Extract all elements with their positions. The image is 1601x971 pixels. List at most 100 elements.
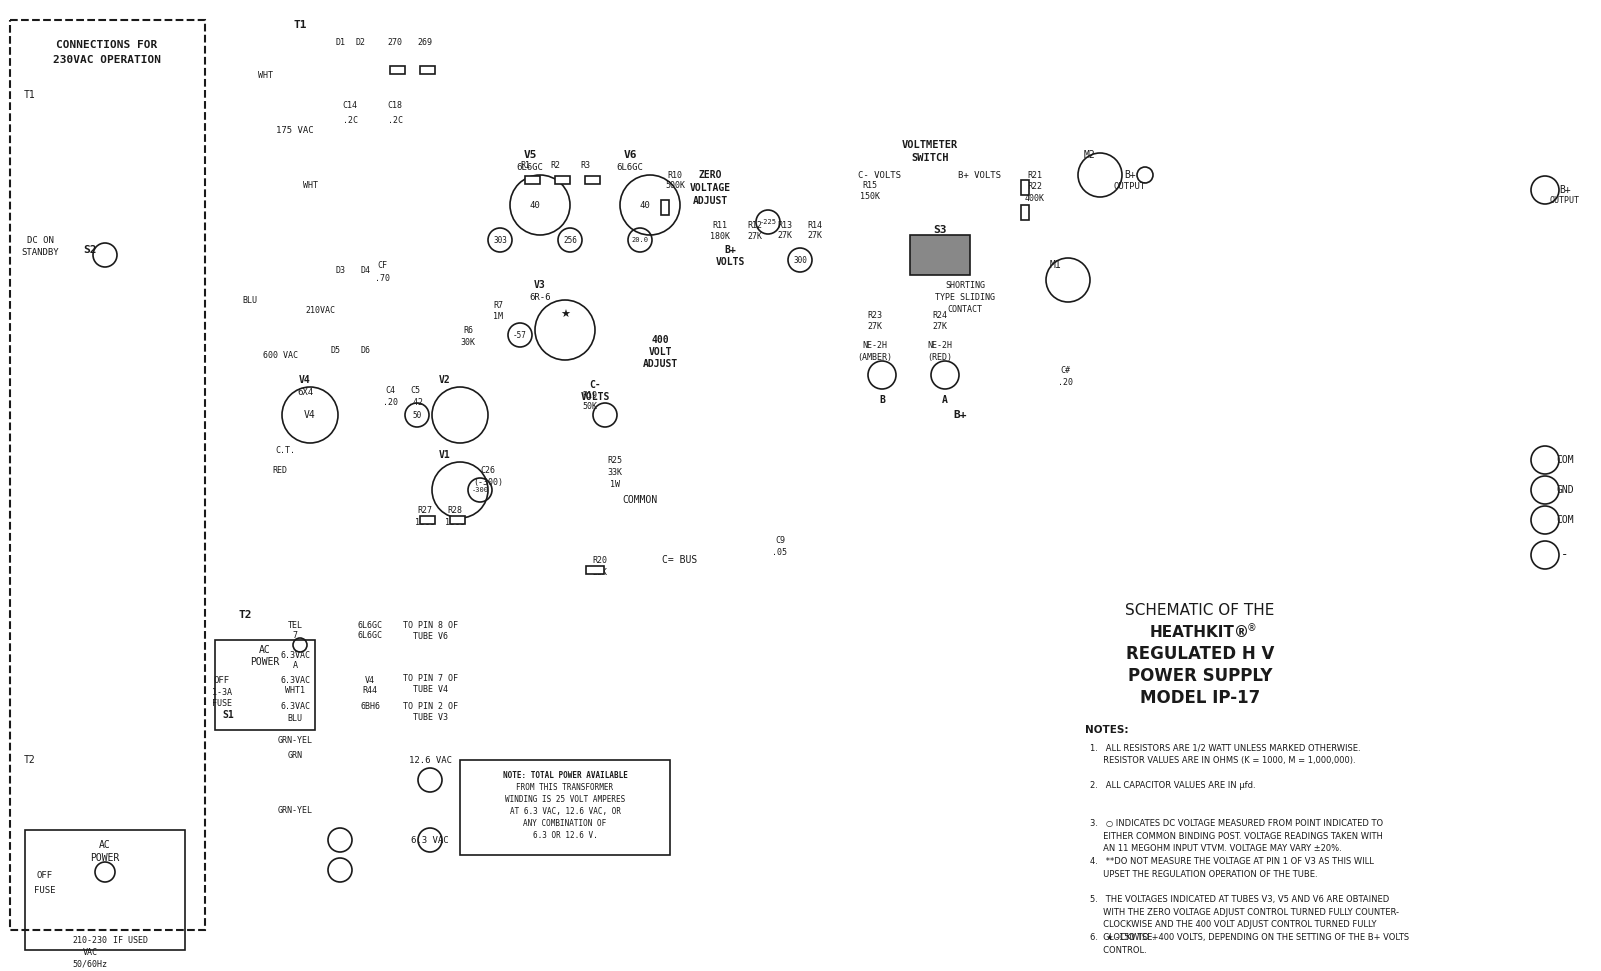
- Text: AT 6.3 VAC, 12.6 VAC, OR: AT 6.3 VAC, 12.6 VAC, OR: [509, 807, 621, 816]
- Bar: [450, 516, 464, 524]
- Text: V4: V4: [365, 676, 375, 685]
- Text: C5: C5: [410, 385, 419, 394]
- Text: V3: V3: [535, 280, 546, 290]
- Polygon shape: [330, 340, 351, 364]
- Text: OUTPUT: OUTPUT: [1550, 195, 1580, 205]
- Text: A: A: [941, 395, 948, 405]
- Polygon shape: [360, 64, 368, 76]
- Text: SHORTING: SHORTING: [945, 281, 985, 289]
- Text: R6: R6: [463, 325, 472, 334]
- Text: GRN-YEL: GRN-YEL: [277, 735, 312, 745]
- Text: 22K: 22K: [592, 567, 607, 577]
- Text: C= BUS: C= BUS: [663, 555, 698, 565]
- Text: POWER: POWER: [90, 853, 120, 863]
- Text: TO PIN 2 OF: TO PIN 2 OF: [402, 701, 458, 711]
- Text: WHT: WHT: [303, 181, 317, 189]
- Text: 6.3VAC: 6.3VAC: [280, 651, 311, 659]
- Text: 12.6 VAC: 12.6 VAC: [408, 755, 451, 764]
- Text: NOTE: TOTAL POWER AVAILABLE: NOTE: TOTAL POWER AVAILABLE: [503, 771, 628, 780]
- Text: 40: 40: [530, 200, 541, 210]
- Polygon shape: [335, 64, 344, 76]
- Text: 50K: 50K: [583, 401, 597, 411]
- Text: M2: M2: [1084, 150, 1095, 160]
- Text: 210VAC: 210VAC: [306, 306, 335, 315]
- Text: T2: T2: [239, 610, 251, 620]
- Text: T1: T1: [293, 20, 307, 30]
- Text: TEL: TEL: [288, 620, 303, 629]
- Text: R12: R12: [748, 220, 762, 229]
- Text: 269: 269: [418, 38, 432, 47]
- Text: V2: V2: [439, 375, 451, 385]
- Text: IF USED: IF USED: [112, 935, 147, 945]
- Text: ADJUST: ADJUST: [642, 359, 677, 369]
- Text: V4: V4: [299, 375, 311, 385]
- Text: 3.   ○ INDICATES DC VOLTAGE MEASURED FROM POINT INDICATED TO
     EITHER COMMON : 3. ○ INDICATES DC VOLTAGE MEASURED FROM …: [1090, 819, 1383, 853]
- Text: 303: 303: [493, 236, 508, 245]
- Text: SWITCH: SWITCH: [911, 153, 949, 163]
- Text: NE-2H: NE-2H: [863, 341, 887, 350]
- Text: COM: COM: [1556, 455, 1574, 465]
- Bar: [584, 176, 600, 184]
- Text: 27K: 27K: [748, 231, 762, 241]
- Text: D1: D1: [335, 38, 344, 47]
- Text: .2C: .2C: [343, 116, 357, 124]
- Text: VOLTS: VOLTS: [716, 257, 744, 267]
- Text: B+: B+: [953, 410, 967, 420]
- Text: A: A: [293, 660, 298, 669]
- Text: 50/60Hz: 50/60Hz: [72, 959, 107, 968]
- Text: 230VAC OPERATION: 230VAC OPERATION: [53, 55, 162, 65]
- Text: AC: AC: [259, 645, 271, 655]
- Text: 256: 256: [564, 236, 576, 245]
- Text: CONNECTIONS FOR: CONNECTIONS FOR: [56, 40, 157, 50]
- Text: R2: R2: [551, 160, 560, 170]
- Text: R14: R14: [807, 220, 823, 229]
- Text: BLU: BLU: [242, 295, 258, 305]
- Text: 210-230: 210-230: [72, 935, 107, 945]
- Text: R3: R3: [580, 160, 591, 170]
- Text: 1.   ALL RESISTORS ARE 1/2 WATT UNLESS MARKED OTHERWISE.
     RESISTOR VALUES AR: 1. ALL RESISTORS ARE 1/2 WATT UNLESS MAR…: [1090, 743, 1361, 764]
- Text: S2: S2: [83, 245, 96, 255]
- Text: 6.3 OR 12.6 V.: 6.3 OR 12.6 V.: [533, 830, 597, 840]
- Text: STANDBY: STANDBY: [21, 248, 59, 256]
- Text: R15: R15: [863, 181, 877, 189]
- Text: VAC: VAC: [83, 948, 98, 956]
- Polygon shape: [360, 340, 379, 364]
- Text: 500K: 500K: [664, 181, 685, 189]
- Text: .05: .05: [773, 548, 788, 556]
- Text: TO PIN 7 OF: TO PIN 7 OF: [402, 674, 458, 683]
- Text: FROM THIS TRANSFORMER: FROM THIS TRANSFORMER: [517, 783, 613, 791]
- Text: C4: C4: [384, 385, 395, 394]
- Bar: [459, 760, 669, 855]
- Text: ADJUST: ADJUST: [692, 196, 727, 206]
- Text: NOTES:: NOTES:: [1085, 725, 1129, 735]
- Text: 175 VAC: 175 VAC: [277, 125, 314, 135]
- Text: OFF: OFF: [37, 870, 53, 880]
- Bar: [661, 200, 669, 215]
- Text: .42: .42: [408, 397, 423, 407]
- Bar: [909, 235, 970, 275]
- Text: 40: 40: [640, 200, 650, 210]
- Text: ®: ®: [1247, 623, 1257, 633]
- Text: .2C: .2C: [387, 116, 402, 124]
- Text: REGULATED H V: REGULATED H V: [1126, 645, 1274, 663]
- Text: OFF: OFF: [215, 676, 231, 685]
- Text: 6L6GC: 6L6GC: [357, 630, 383, 640]
- Text: 1W: 1W: [610, 480, 620, 488]
- Text: TUBE V6: TUBE V6: [413, 631, 448, 641]
- Text: R7: R7: [493, 300, 503, 310]
- Text: R23: R23: [868, 311, 882, 319]
- Bar: [10, 20, 205, 930]
- Text: R10: R10: [668, 171, 682, 180]
- Text: C14: C14: [343, 101, 357, 110]
- Bar: [215, 640, 315, 730]
- Text: R22: R22: [1028, 182, 1042, 190]
- Text: T1: T1: [24, 90, 35, 100]
- Text: C.T.: C.T.: [275, 446, 295, 454]
- Text: 6.3 VAC: 6.3 VAC: [411, 835, 448, 845]
- Text: 180K: 180K: [709, 231, 730, 241]
- Text: S1: S1: [223, 710, 234, 720]
- Text: FUSE: FUSE: [211, 698, 232, 708]
- Text: MODEL IP-17: MODEL IP-17: [1140, 689, 1260, 707]
- Bar: [1021, 205, 1029, 220]
- Text: -57: -57: [512, 330, 527, 340]
